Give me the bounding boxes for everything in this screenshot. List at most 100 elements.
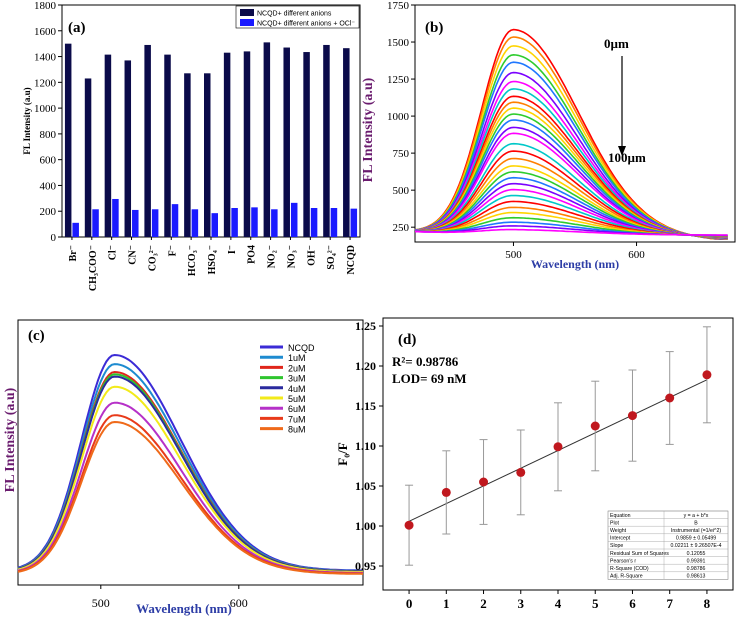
y-tick-label: 1.10 <box>355 439 376 453</box>
table-key: Weight <box>610 528 627 534</box>
data-point <box>702 370 712 380</box>
y-tick-label: 1200 <box>34 77 57 89</box>
panel-b-frame <box>414 4 736 243</box>
y-tick-label: 0.95 <box>355 559 376 573</box>
y-tick-label: 250 <box>393 222 410 234</box>
legend-label: 4uM <box>288 384 306 394</box>
x-tick-label: 500 <box>92 596 110 610</box>
spectrum-line <box>414 228 728 236</box>
table-key: Pearson's r <box>610 558 636 564</box>
bar-ocl <box>72 222 79 237</box>
bar-ocl <box>191 209 199 237</box>
x-tick-label: 500 <box>505 249 522 261</box>
table-value: Instrumental (=1/ei^2) <box>671 528 721 534</box>
bar-ocl <box>330 208 338 237</box>
y-tick-label: 1.20 <box>355 359 376 373</box>
legend-label: NCQD+ different anions <box>257 11 332 18</box>
x-tick-label: NO₃⁻ <box>286 245 297 268</box>
bar-ncqd <box>164 54 171 237</box>
x-tick-label: CN⁻ <box>128 245 139 265</box>
table-value: 0.98786 <box>687 566 706 572</box>
y-tick-label: 1.25 <box>355 319 376 333</box>
x-tick-label: F⁻ <box>167 245 178 256</box>
panel-d: 0.95 1.00 1.05 1.10 1.15 1.20 1.25 0 1 2 3 4 5 6 7 8 F₀/… <box>335 317 734 611</box>
annotation-top: 0µm <box>604 36 629 51</box>
bar-ocl <box>211 213 218 237</box>
x-tick-label: SO₄²⁻ <box>326 245 337 270</box>
x-tick-label: 2 <box>480 596 487 611</box>
lod-text: LOD= 69 nM <box>392 371 467 386</box>
legend-swatch <box>240 19 254 26</box>
y-tick-label: 1000 <box>387 111 410 123</box>
legend-label: 6uM <box>288 404 306 414</box>
legend-label: 8uM <box>288 425 306 435</box>
bar-ncqd <box>243 51 251 238</box>
y-axis-label: FL Intensity (a.u) <box>3 387 18 492</box>
bar-ocl <box>271 209 278 237</box>
bar-ocl <box>350 208 358 237</box>
bar-ncqd <box>343 48 350 237</box>
legend-box <box>235 5 360 29</box>
x-tick-label: NO₂⁻ <box>267 245 278 268</box>
data-point <box>553 442 563 452</box>
table-key: Slope <box>610 543 623 549</box>
x-tick-label: 8 <box>704 596 711 611</box>
x-tick-label: 4 <box>555 596 562 611</box>
x-tick-label: CO₃²⁻ <box>147 245 158 271</box>
legend-label: 1uM <box>288 353 306 363</box>
x-tick-label: HCO₃⁻ <box>187 245 198 276</box>
x-tick-label: CH₃COO⁻ <box>88 245 99 291</box>
table-key: R-Square (COD) <box>610 566 649 572</box>
y-tick-label: 1250 <box>387 74 410 86</box>
y-axis-label: FL Intensity (a.u) <box>361 77 376 182</box>
panel-c-frame <box>17 319 364 586</box>
legend-label: 7uM <box>288 414 306 424</box>
legend-swatch <box>240 9 254 16</box>
y-axis-label: FL Intensity (a.u) <box>22 87 32 154</box>
data-point <box>627 411 637 421</box>
bar-ncqd <box>283 47 290 238</box>
bar-ncqd <box>64 43 72 237</box>
y-tick-label: 200 <box>40 206 57 218</box>
y-tick-label: 400 <box>40 180 57 192</box>
bar-ocl <box>151 209 159 237</box>
y-tick-label: 600 <box>40 155 57 167</box>
y-tick-label: 1800 <box>34 0 57 12</box>
x-axis-label: Wavelength (nm) <box>136 601 232 616</box>
y-tick-label: 1000 <box>34 103 57 115</box>
bar-ocl <box>290 202 298 237</box>
x-tick-label: OH⁻ <box>306 245 317 266</box>
legend-label: NCQD+ different anions + OCl⁻ <box>257 21 355 28</box>
table-value: 0.9859 ± 0.05499 <box>676 536 716 542</box>
table-value: 0.99391 <box>687 558 706 564</box>
table-value: B <box>694 520 698 526</box>
table-value: 0.98613 <box>687 574 706 580</box>
table-key: Plot <box>610 520 619 526</box>
legend-label: 5uM <box>288 394 306 404</box>
spectrum-line <box>17 420 364 575</box>
spectrum-line <box>17 385 364 574</box>
y-tick-label: 1.15 <box>355 399 376 413</box>
data-point <box>590 421 600 431</box>
x-tick-label: I⁻ <box>227 245 238 254</box>
table-key: Residual Sum of Squares <box>610 551 669 557</box>
x-tick-label: 1 <box>443 596 450 611</box>
y-tick-label: 1.00 <box>355 519 376 533</box>
legend-label: NCQD <box>288 343 315 353</box>
table-value: 0.12055 <box>687 551 706 557</box>
y-tick-label: 750 <box>393 148 410 160</box>
data-point <box>404 520 414 530</box>
x-tick-label: Cl⁻ <box>108 245 119 260</box>
x-tick-label: NCQD <box>346 245 357 274</box>
table-key: Intercept <box>610 536 631 542</box>
data-point <box>441 487 451 497</box>
bar-ocl <box>310 208 318 237</box>
table-value: y = a + b*x <box>684 513 709 519</box>
bar-ncqd <box>184 73 191 237</box>
arrow-head <box>618 146 626 156</box>
table-key: Adj. R-Square <box>610 574 643 580</box>
x-tick-label: 6 <box>629 596 636 611</box>
bar-ocl <box>171 204 179 237</box>
